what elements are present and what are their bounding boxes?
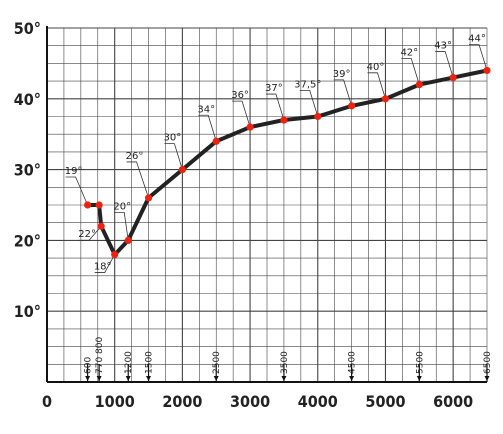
- annotation-labels: 19° 22° 18° 20° 26° 30° 34° 36° 37° 37,5° 39° 40° 42…: [65, 33, 486, 272]
- annotation-leader: [94, 254, 116, 273]
- data-point: [483, 66, 491, 75]
- data-point: [97, 222, 105, 230]
- annotation-label: 26°: [126, 151, 144, 162]
- annotation-leader: [126, 161, 149, 199]
- data-point: [84, 201, 92, 209]
- x-tick-labels: 0 1000 2000 3000 4000 5000 6000: [42, 392, 473, 411]
- annotation-leader: [401, 58, 420, 85]
- y-tick-label: 30°: [14, 161, 41, 180]
- data-point: [449, 73, 457, 82]
- minor-grid: [47, 28, 488, 382]
- x-marker-arrow: [146, 376, 152, 381]
- annotation-label: 36°: [231, 90, 249, 101]
- data-point: [415, 81, 423, 89]
- annotation-label: 34°: [197, 104, 215, 115]
- data-point: [348, 102, 356, 110]
- x-tick-label: 6000: [433, 392, 473, 411]
- x-tick-label: 2000: [162, 392, 202, 411]
- annotation-leader: [333, 79, 352, 106]
- y-tick-label: 50°: [14, 19, 41, 38]
- y-tick-label: 10°: [14, 302, 41, 321]
- annotation-leaders: [65, 44, 488, 273]
- x-marker-label: 600: [84, 357, 94, 374]
- data-points: [84, 66, 491, 259]
- x-marker-label: 4500: [348, 351, 358, 374]
- axes: [46, 26, 487, 383]
- annotation-leader: [232, 100, 251, 128]
- annotation-label: 40°: [367, 62, 385, 73]
- y-tick-labels: 10° 20° 30° 40° 50°: [14, 19, 41, 321]
- series-line-group: [85, 68, 489, 257]
- annotation-leader: [65, 176, 88, 206]
- x-marker-label: 1200: [124, 351, 134, 374]
- annotation-leader: [469, 44, 488, 71]
- major-grid: [46, 27, 487, 383]
- x-tick-label: 0: [42, 392, 52, 411]
- x-tick-label: 5000: [365, 392, 405, 411]
- x-marker-label: 1500: [145, 351, 155, 374]
- data-point: [246, 123, 254, 131]
- x-marker-label: 5500: [415, 351, 425, 374]
- data-point: [178, 166, 186, 174]
- annotation-label: 39°: [333, 69, 351, 80]
- annotation-label: 20°: [113, 201, 131, 212]
- x-marker-label: 2500: [212, 351, 222, 374]
- data-point: [124, 236, 132, 244]
- annotation-label: 37,5°: [294, 80, 321, 91]
- annotation-leader: [198, 114, 217, 142]
- annotation-leader: [164, 143, 183, 170]
- x-marker-arrow: [349, 376, 355, 381]
- annotation-label: 22°: [78, 229, 96, 240]
- x-marker-arrow: [85, 376, 91, 381]
- x-marker-arrow: [281, 376, 287, 381]
- annotation-leader: [79, 225, 102, 241]
- annotation-label: 19°: [65, 166, 83, 177]
- data-point: [381, 95, 390, 103]
- series-line: [85, 68, 489, 257]
- data-point: [314, 112, 322, 121]
- annotation-leader: [435, 51, 454, 78]
- annotation-leader: [299, 90, 319, 117]
- annotation-leader: [367, 72, 386, 99]
- data-point: [144, 194, 153, 202]
- annotation-label: 30°: [164, 133, 182, 144]
- x-markers: 600 770 800 1200 1500 2500 3500 4500 5500 6500: [84, 337, 493, 382]
- annotation-label: 18°: [94, 262, 112, 273]
- data-point: [280, 116, 288, 124]
- annotation-label: 43°: [434, 41, 452, 52]
- data-point: [95, 201, 103, 209]
- x-marker-label: 770 800: [95, 337, 105, 374]
- x-tick-label: 3000: [230, 392, 270, 411]
- x-marker-arrow: [125, 376, 131, 381]
- x-marker-arrow: [416, 376, 422, 381]
- data-point: [212, 137, 220, 145]
- x-marker-arrow: [96, 376, 102, 381]
- x-marker-arrow: [484, 376, 490, 381]
- x-tick-label: 4000: [298, 392, 338, 411]
- x-marker-label: 3500: [280, 351, 290, 374]
- annotation-leader: [114, 211, 129, 241]
- x-marker-arrow: [213, 376, 219, 381]
- annotation-label: 42°: [400, 48, 418, 59]
- x-tick-label: 1000: [95, 392, 135, 411]
- annotation-leader: [265, 93, 285, 121]
- y-tick-label: 40°: [14, 90, 41, 109]
- y-tick-label: 20°: [14, 231, 41, 250]
- annotation-label: 44°: [468, 33, 486, 44]
- x-marker-label: 6500: [483, 351, 493, 374]
- annotation-label: 37°: [265, 83, 283, 94]
- data-point: [111, 250, 119, 259]
